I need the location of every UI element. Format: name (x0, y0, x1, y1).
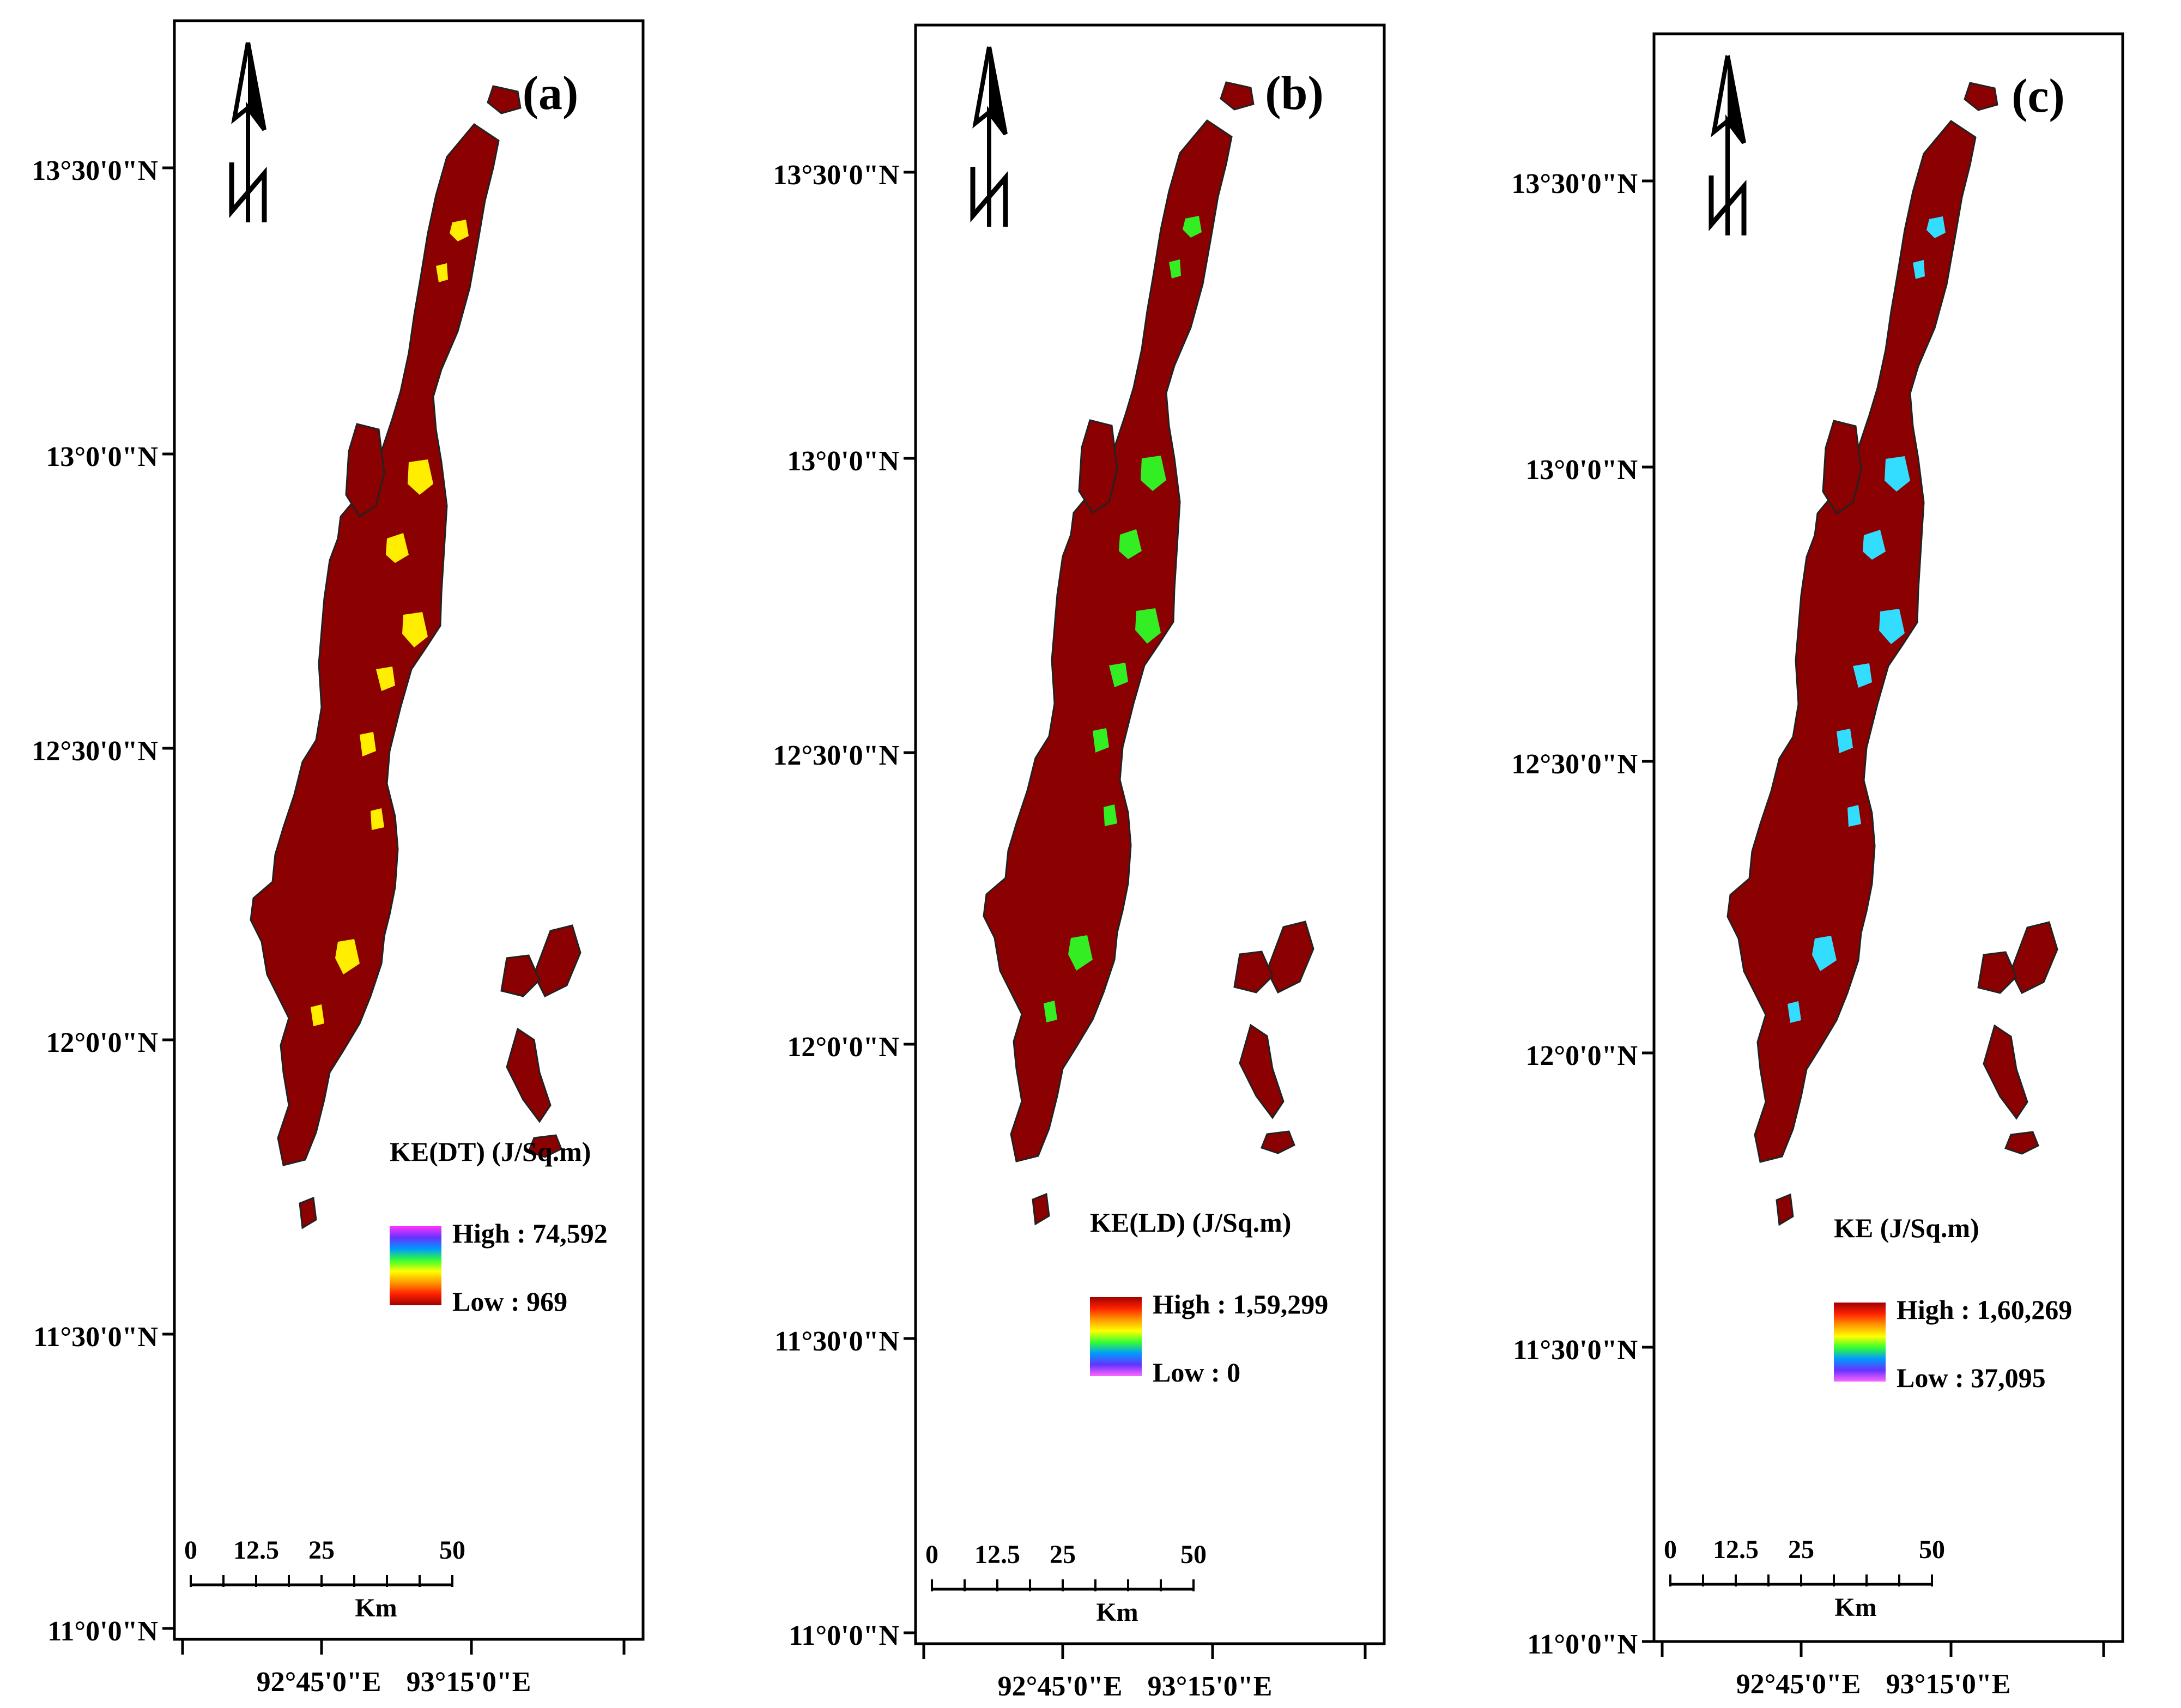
latitude-label: 12°30'0"N (32, 736, 158, 767)
latitude-label: 13°30'0"N (773, 160, 899, 191)
scale-bar: 0 12.5 25 50 Km (184, 1536, 465, 1622)
scale-tick-label: 50 (439, 1536, 465, 1565)
legend: KE (J/Sq.m) High : 1,60,269 Low : 37,095 (1834, 1213, 2072, 1393)
latitude-label: 12°30'0"N (773, 740, 899, 771)
latitude-label: 12°30'0"N (1511, 749, 1638, 780)
map-panel-c: (c) 13°30'0"N 13°0'0"N 12°30'0"N 12°0'0"N 11°… (1511, 32, 2124, 1700)
longitude-label: 92°45'0"E (1736, 1669, 1861, 1700)
latitude-label: 12°0'0"N (46, 1027, 158, 1058)
latitude-label: 13°0'0"N (787, 446, 899, 477)
legend-color-ramp (1090, 1297, 1142, 1376)
scale-tick-label: 12.5 (974, 1540, 1020, 1569)
legend-color-ramp (390, 1226, 441, 1305)
scale-bar: 0 12.5 25 50 Km (925, 1540, 1207, 1627)
map-panel-a: (a) 13°30'0"N 13°0'0"N 12°30'0"N 12°0'0"N 11°… (32, 19, 645, 1698)
scale-tick-label: 12.5 (233, 1536, 279, 1565)
legend-title: KE (J/Sq.m) (1834, 1213, 1979, 1243)
longitude-label: 92°45'0"E (257, 1667, 381, 1698)
scale-unit-label: Km (1096, 1598, 1138, 1627)
legend-title: KE(DT) (J/Sq.m) (390, 1136, 591, 1167)
latitude-label: 12°0'0"N (1525, 1040, 1638, 1071)
latitude-label: 11°0'0"N (789, 1620, 899, 1651)
map-panel-b: (b) 13°30'0"N 13°0'0"N 12°30'0"N 12°0'0"N 11°… (773, 23, 1386, 1702)
legend-high-label: High : 1,59,299 (1153, 1289, 1328, 1319)
scale-tick-label: 0 (184, 1536, 197, 1565)
legend-low-label: Low : 969 (452, 1286, 567, 1317)
longitude-label: 92°45'0"E (998, 1671, 1123, 1702)
scale-unit-label: Km (355, 1594, 397, 1622)
latitude-label: 12°0'0"N (787, 1032, 899, 1063)
legend-low-label: Low : 0 (1153, 1357, 1240, 1388)
scale-tick-label: 0 (925, 1540, 938, 1569)
legend-color-ramp (1834, 1303, 1886, 1382)
longitude-label: 93°15'0"E (407, 1667, 531, 1698)
scale-tick-label: 0 (1664, 1535, 1677, 1564)
legend-high-label: High : 74,592 (452, 1218, 608, 1249)
latitude-label: 11°30'0"N (1513, 1335, 1638, 1366)
scale-tick-label: 50 (1919, 1535, 1945, 1564)
longitude-label: 93°15'0"E (1886, 1669, 2011, 1700)
panel-label: (c) (2012, 70, 2065, 123)
legend-title: KE(LD) (J/Sq.m) (1090, 1207, 1291, 1238)
map-frame (914, 23, 1386, 1645)
latitude-label: 11°0'0"N (47, 1616, 158, 1647)
latitude-label: 11°30'0"N (33, 1322, 158, 1353)
map-frame (1652, 32, 2124, 1643)
scale-tick-label: 12.5 (1713, 1535, 1759, 1564)
scale-tick-label: 50 (1180, 1540, 1207, 1569)
latitude-label: 13°30'0"N (32, 155, 158, 186)
latitude-label: 13°0'0"N (1525, 455, 1638, 486)
scale-unit-label: Km (1834, 1593, 1876, 1622)
legend-high-label: High : 1,60,269 (1897, 1294, 2072, 1325)
latitude-label: 11°30'0"N (774, 1326, 899, 1357)
legend-low-label: Low : 37,095 (1897, 1362, 2046, 1393)
scale-tick-label: 25 (1050, 1540, 1076, 1569)
scale-tick-label: 25 (1788, 1535, 1814, 1564)
legend: KE(DT) (J/Sq.m) High : 74,592 Low : 969 (390, 1136, 608, 1317)
scale-bar: 0 12.5 25 50 Km (1664, 1535, 1945, 1622)
legend: KE(LD) (J/Sq.m) High : 1,59,299 Low : 0 (1090, 1207, 1328, 1388)
latitude-label: 13°30'0"N (1511, 168, 1638, 199)
panel-label: (b) (1265, 67, 1324, 120)
scale-tick-label: 25 (308, 1536, 335, 1565)
map-frame (173, 19, 645, 1641)
panel-label: (a) (523, 67, 579, 120)
latitude-label: 11°0'0"N (1527, 1629, 1638, 1660)
latitude-label: 13°0'0"N (46, 441, 158, 473)
longitude-label: 93°15'0"E (1148, 1671, 1273, 1702)
